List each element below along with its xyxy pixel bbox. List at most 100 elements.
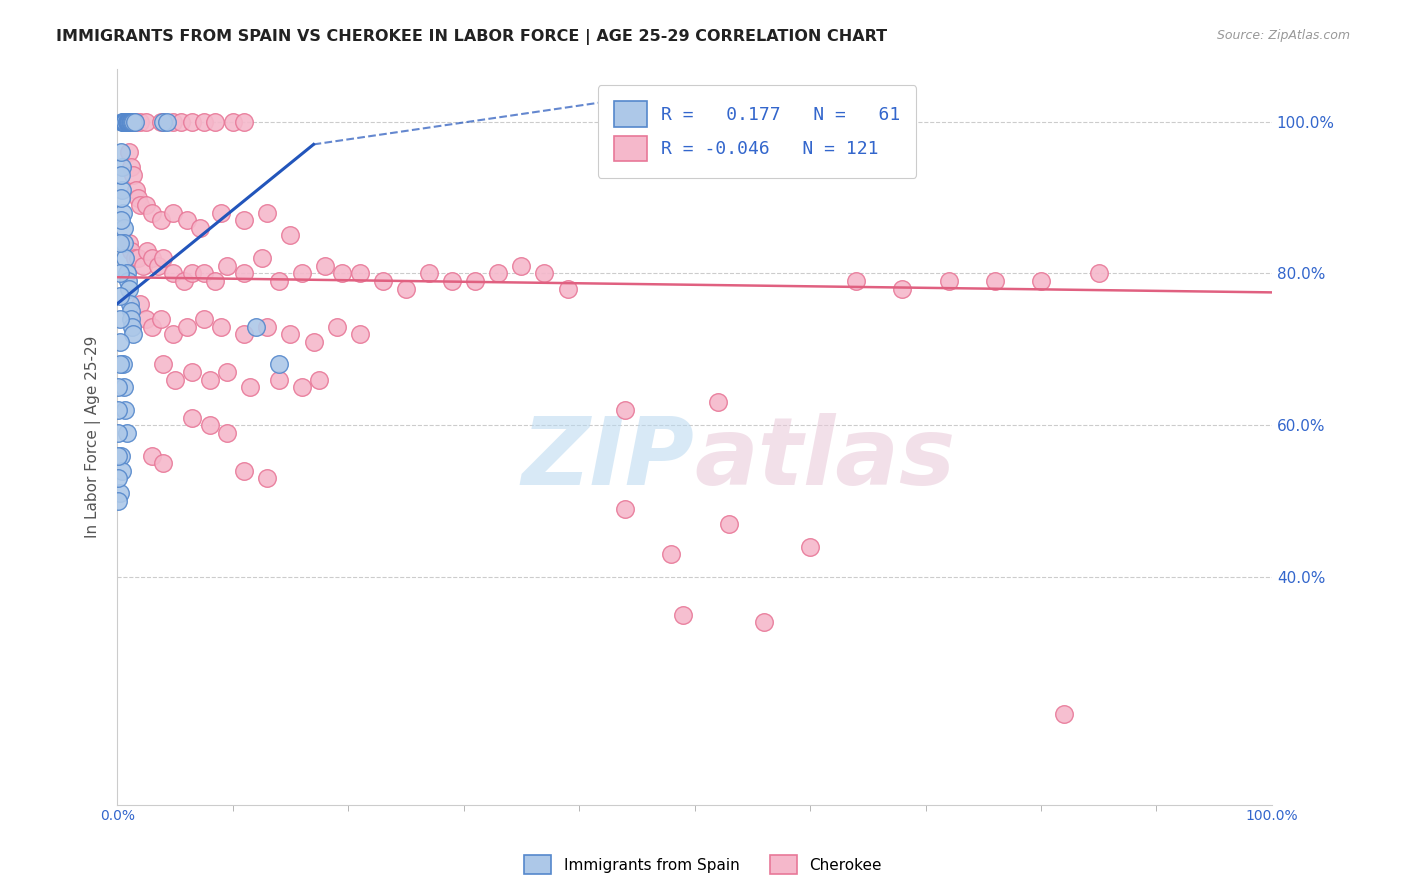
Point [135,198,157,212]
Point [112,358,135,372]
Point [120,114,142,128]
Point [108,267,131,281]
Point [464,274,486,288]
Point [256,471,278,485]
Point [162,267,184,281]
Point [115,267,138,281]
Point [108,334,131,349]
Point [107,471,129,485]
Point [395,282,418,296]
Point [209,319,232,334]
Point [112,380,135,394]
Point [765,114,787,128]
Point [114,403,136,417]
Point [110,168,132,182]
Point [776,114,799,128]
Point [233,213,256,227]
Point [111,464,134,478]
Point [291,267,314,281]
Point [129,114,152,128]
Point [256,205,278,219]
Point [110,213,132,227]
Point [190,220,212,235]
Point [280,228,302,243]
Point [198,418,221,433]
Point [111,160,134,174]
Point [120,160,142,174]
Point [280,327,302,342]
Point [124,252,146,266]
Point [325,319,347,334]
Point [118,282,141,296]
Point [308,373,330,387]
Point [215,425,238,440]
Point [121,319,143,334]
Point [181,114,204,128]
Point [162,327,184,342]
Point [510,259,533,273]
Point [233,114,256,128]
Point [135,312,157,326]
Point [533,267,555,281]
Point [891,282,914,296]
Point [557,282,579,296]
Point [118,145,141,159]
Point [349,327,371,342]
Text: Source: ZipAtlas.com: Source: ZipAtlas.com [1216,29,1350,42]
Point [114,114,136,128]
Point [799,114,821,128]
Point [124,114,146,128]
Point [111,114,134,128]
Point [122,327,145,342]
Point [136,244,159,258]
Point [120,312,142,326]
Point [233,464,256,478]
Point [162,114,184,128]
Point [204,274,226,288]
Point [122,168,145,182]
Point [156,114,179,128]
Point [245,319,267,334]
Point [209,205,232,219]
Point [193,114,215,128]
Point [107,380,129,394]
Point [118,114,141,128]
Point [152,114,174,128]
Point [108,358,131,372]
Point [215,365,238,379]
Text: atlas: atlas [695,413,956,505]
Legend: Immigrants from Spain, Cherokee: Immigrants from Spain, Cherokee [517,849,889,880]
Point [152,456,174,470]
Point [267,274,290,288]
Point [193,267,215,281]
Point [112,114,135,128]
Point [256,319,278,334]
Legend: R =   0.177   N =   61, R = -0.046   N = 121: R = 0.177 N = 61, R = -0.046 N = 121 [598,85,917,178]
Point [371,274,394,288]
Point [108,235,131,250]
Point [661,114,683,128]
Point [614,501,637,516]
Point [110,190,132,204]
Point [152,252,174,266]
Point [938,274,960,288]
Point [181,365,204,379]
Point [129,297,152,311]
Y-axis label: In Labor Force | Age 25-29: In Labor Force | Age 25-29 [86,335,101,538]
Point [111,183,134,197]
Point [695,114,717,128]
Point [170,114,193,128]
Point [162,205,184,219]
Point [125,183,148,197]
Point [127,252,149,266]
Point [112,205,135,219]
Point [799,540,821,554]
Point [110,449,132,463]
Point [115,114,138,128]
Point [1053,706,1076,721]
Point [222,114,245,128]
Point [115,425,138,440]
Point [181,267,204,281]
Point [845,274,868,288]
Point [486,267,509,281]
